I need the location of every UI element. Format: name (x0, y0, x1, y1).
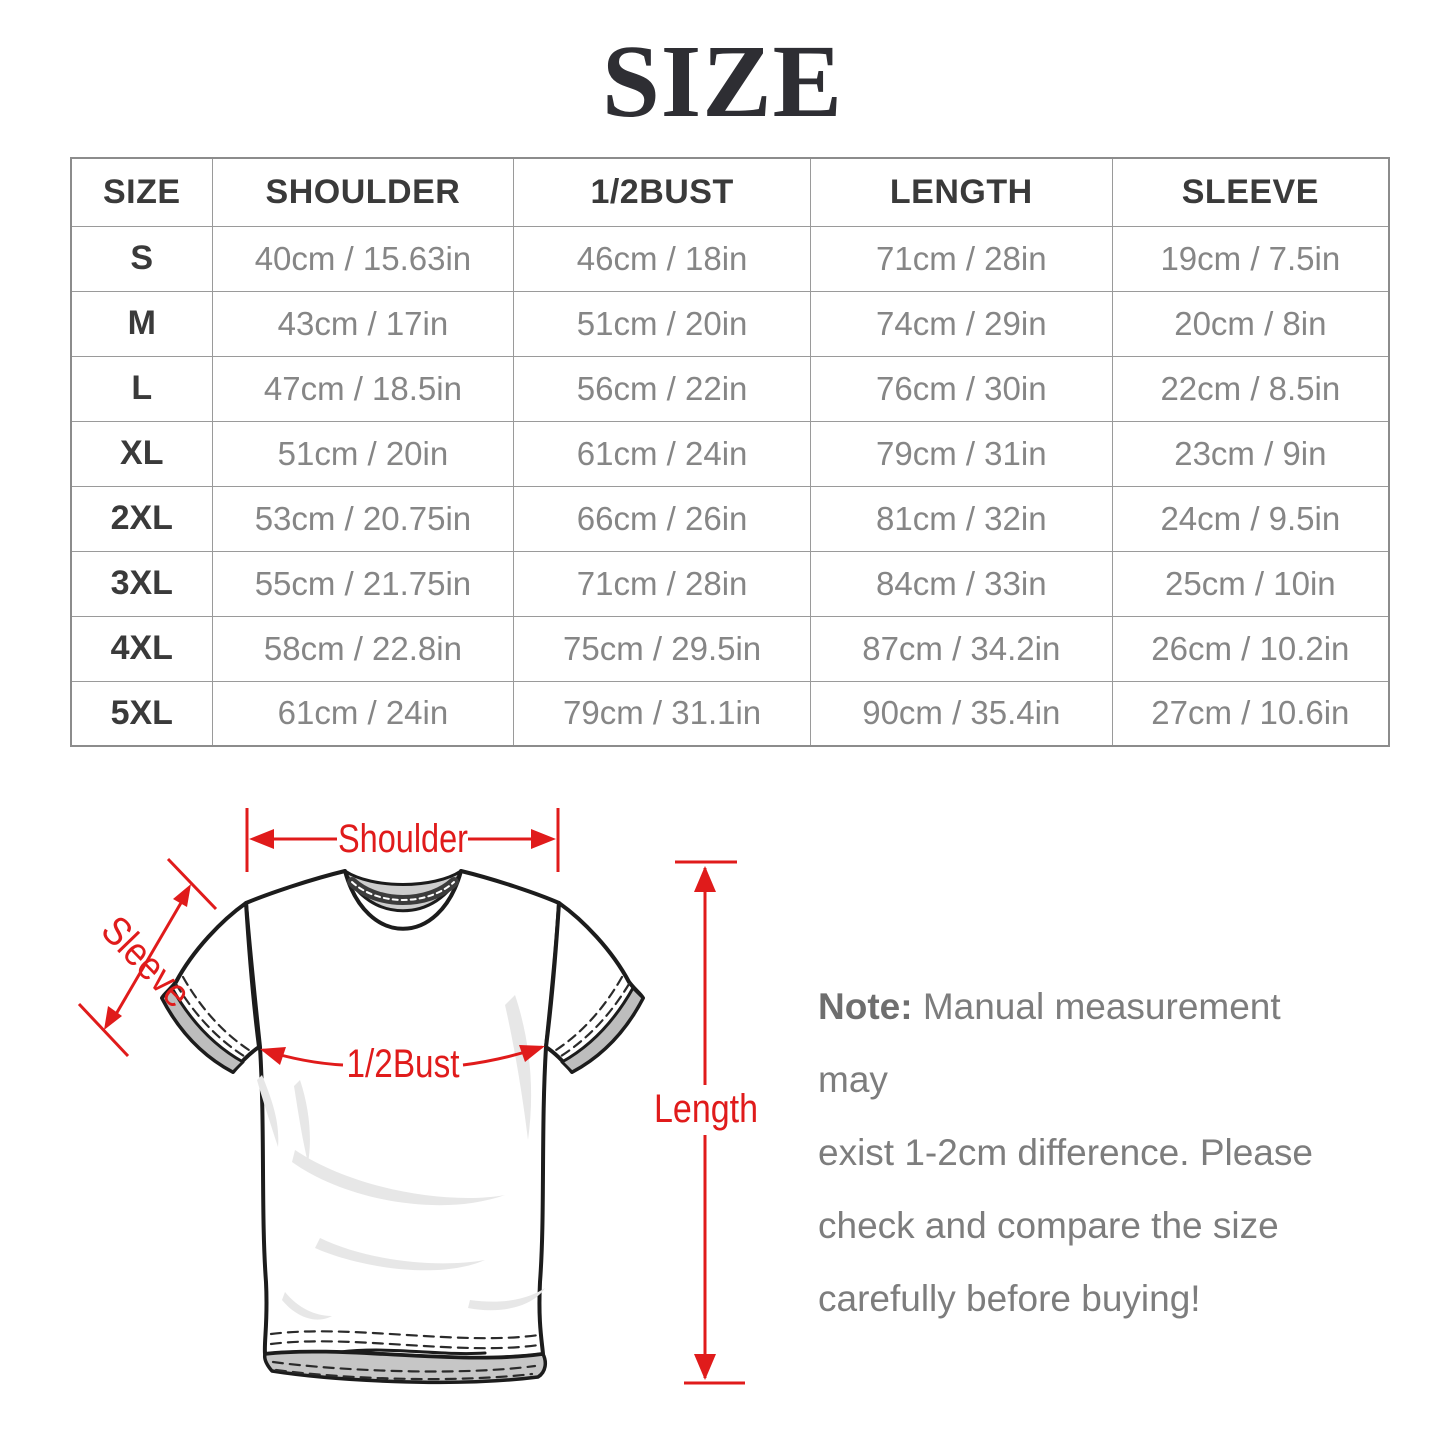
table-row: S 40cm / 15.63in 46cm / 18in 71cm / 28in… (70, 225, 1390, 292)
measurement-cell: 24cm / 9.5in (1111, 485, 1390, 552)
table-row: XL 51cm / 20in 61cm / 24in 79cm / 31in 2… (70, 420, 1390, 487)
column-header-bust: 1/2BUST (513, 157, 811, 227)
note-label: Note: (818, 986, 913, 1027)
size-cell: 2XL (70, 485, 213, 552)
measurement-cell: 71cm / 28in (809, 225, 1113, 292)
measurement-cell: 58cm / 22.8in (211, 615, 515, 682)
size-cell: 5XL (70, 680, 213, 747)
note-line: carefully before buying! (818, 1278, 1201, 1319)
measurement-cell: 53cm / 20.75in (211, 485, 515, 552)
measurement-cell: 81cm / 32in (809, 485, 1113, 552)
measurement-cell: 22cm / 8.5in (1111, 355, 1390, 422)
measurement-cell: 74cm / 29in (809, 290, 1113, 357)
hem-stitches (269, 1330, 541, 1381)
table-row: M 43cm / 17in 51cm / 20in 74cm / 29in 20… (70, 290, 1390, 357)
measurement-cell: 20cm / 8in (1111, 290, 1390, 357)
measurement-cell: 51cm / 20in (513, 290, 811, 357)
left-cuff-stitches (174, 975, 254, 1060)
measurement-cell: 19cm / 7.5in (1111, 225, 1390, 292)
shoulder-dimension-label: Shoulder (338, 817, 468, 861)
measurement-cell: 43cm / 17in (211, 290, 515, 357)
table-row: 2XL 53cm / 20.75in 66cm / 26in 81cm / 32… (70, 485, 1390, 552)
note-text: Note: Manual measurement may exist 1-2cm… (818, 970, 1348, 1335)
column-header-length: LENGTH (809, 157, 1113, 227)
measurement-cell: 66cm / 26in (513, 485, 811, 552)
measurement-cell: 84cm / 33in (809, 550, 1113, 617)
size-cell: 4XL (70, 615, 213, 682)
table-row: 3XL 55cm / 21.75in 71cm / 28in 84cm / 33… (70, 550, 1390, 617)
tshirt-illustration (160, 869, 645, 1385)
measurement-cell: 61cm / 24in (211, 680, 515, 747)
measurement-cell: 79cm / 31.1in (513, 680, 811, 747)
measurement-cell: 61cm / 24in (513, 420, 811, 487)
tshirt-body (244, 869, 561, 1360)
measurement-cell: 25cm / 10in (1111, 550, 1390, 617)
size-cell: L (70, 355, 213, 422)
measurement-cell: 46cm / 18in (513, 225, 811, 292)
measurement-cell: 56cm / 22in (513, 355, 811, 422)
sleeve-dimension-label: Sleeve (93, 908, 200, 1016)
table-row: L 47cm / 18.5in 56cm / 22in 76cm / 30in … (70, 355, 1390, 422)
half-bust-dimension-label: 1/2Bust (347, 1042, 460, 1086)
hem-fold-line (338, 1348, 487, 1356)
note-line: check and compare the size (818, 1205, 1279, 1246)
column-header-sleeve: SLEEVE (1111, 157, 1390, 227)
column-header-shoulder: SHOULDER (211, 157, 515, 227)
left-cuff-inside (160, 986, 245, 1074)
measurement-cell: 79cm / 31in (809, 420, 1113, 487)
note-line: exist 1-2cm difference. Please (818, 1132, 1313, 1173)
measurement-cell: 55cm / 21.75in (211, 550, 515, 617)
size-cell: 3XL (70, 550, 213, 617)
shoulder-dimension-arrow: Shoulder (245, 808, 560, 872)
page-title: SIZE (601, 24, 844, 139)
measurement-cell: 26cm / 10.2in (1111, 615, 1390, 682)
half-bust-dimension-arrow: 1/2Bust (260, 1042, 545, 1086)
table-header-row: SIZE SHOULDER 1/2BUST LENGTH SLEEVE (70, 157, 1390, 227)
size-table: SIZE SHOULDER 1/2BUST LENGTH SLEEVE S 40… (70, 157, 1390, 747)
size-cell: M (70, 290, 213, 357)
measurement-cell: 51cm / 20in (211, 420, 515, 487)
measurement-cell: 47cm / 18.5in (211, 355, 515, 422)
column-header-size: SIZE (70, 157, 213, 227)
size-cell: S (70, 225, 213, 292)
measurement-cell: 40cm / 15.63in (211, 225, 515, 292)
table-row: 4XL 58cm / 22.8in 75cm / 29.5in 87cm / 3… (70, 615, 1390, 682)
right-cuff-stitches (551, 975, 631, 1060)
size-cell: XL (70, 420, 213, 487)
length-dimension-label: Length (654, 1087, 758, 1131)
tshirt-measurement-diagram: Shoulder Sleeve 1/2Bust (77, 808, 758, 1385)
note-line: Note: Manual measurement may (818, 986, 1281, 1100)
length-dimension-arrow: Length (654, 860, 758, 1385)
measurement-cell: 90cm / 35.4in (809, 680, 1113, 747)
measurement-cell: 87cm / 34.2in (809, 615, 1113, 682)
measurement-cell: 75cm / 29.5in (513, 615, 811, 682)
measurement-cell: 71cm / 28in (513, 550, 811, 617)
measurement-cell: 23cm / 9in (1111, 420, 1390, 487)
table-row: 5XL 61cm / 24in 79cm / 31.1in 90cm / 35.… (70, 680, 1390, 747)
fabric-wrinkles (257, 995, 545, 1320)
collar-opening (343, 869, 463, 913)
collar-band-stitches (351, 881, 455, 901)
right-cuff-inside (560, 986, 645, 1074)
measurement-cell: 27cm / 10.6in (1111, 680, 1390, 747)
measurement-cell: 76cm / 30in (809, 355, 1113, 422)
